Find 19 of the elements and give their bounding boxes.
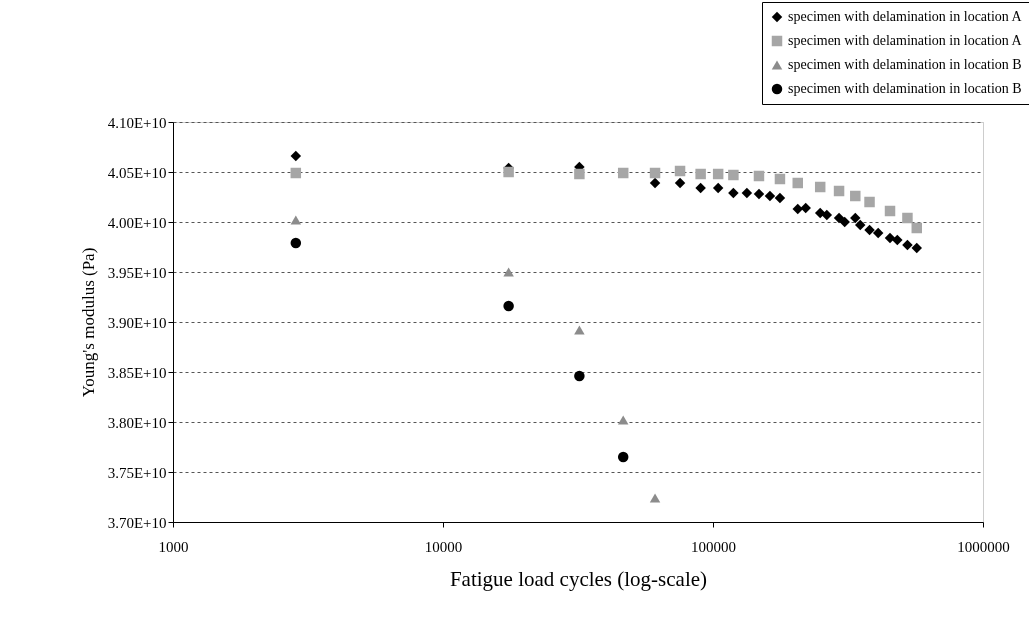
y-tick-label: 4.05E+10	[107, 164, 167, 181]
y-tick-label: 3.90E+10	[107, 314, 167, 331]
legend-label: specimen with delamination in location B	[788, 57, 1022, 72]
y-tick-label: 4.00E+10	[107, 214, 167, 231]
y-tick-label: 4.10E+10	[107, 114, 167, 131]
y-tick-label: 3.75E+10	[107, 464, 167, 481]
legend-label: specimen with delamination in location A	[788, 9, 1023, 24]
y-tick-label: 3.95E+10	[107, 264, 167, 281]
x-tick-label: 10000	[424, 538, 463, 555]
legend-label: specimen with delamination in location A	[788, 33, 1023, 48]
y-tick-label: 3.80E+10	[107, 414, 167, 431]
legend-label: specimen with delamination in location B	[788, 81, 1022, 96]
y-axis-title: Young's modulus (Pa)	[78, 247, 98, 398]
x-axis-title: Fatigue load cycles (log-scale)	[449, 566, 708, 591]
y-tick-label: 3.70E+10	[107, 514, 167, 531]
x-tick-label: 1000	[158, 538, 189, 555]
y-tick-label: 3.85E+10	[107, 364, 167, 381]
x-tick-label: 100000	[691, 538, 736, 555]
x-tick-label: 1000000	[957, 538, 1010, 555]
